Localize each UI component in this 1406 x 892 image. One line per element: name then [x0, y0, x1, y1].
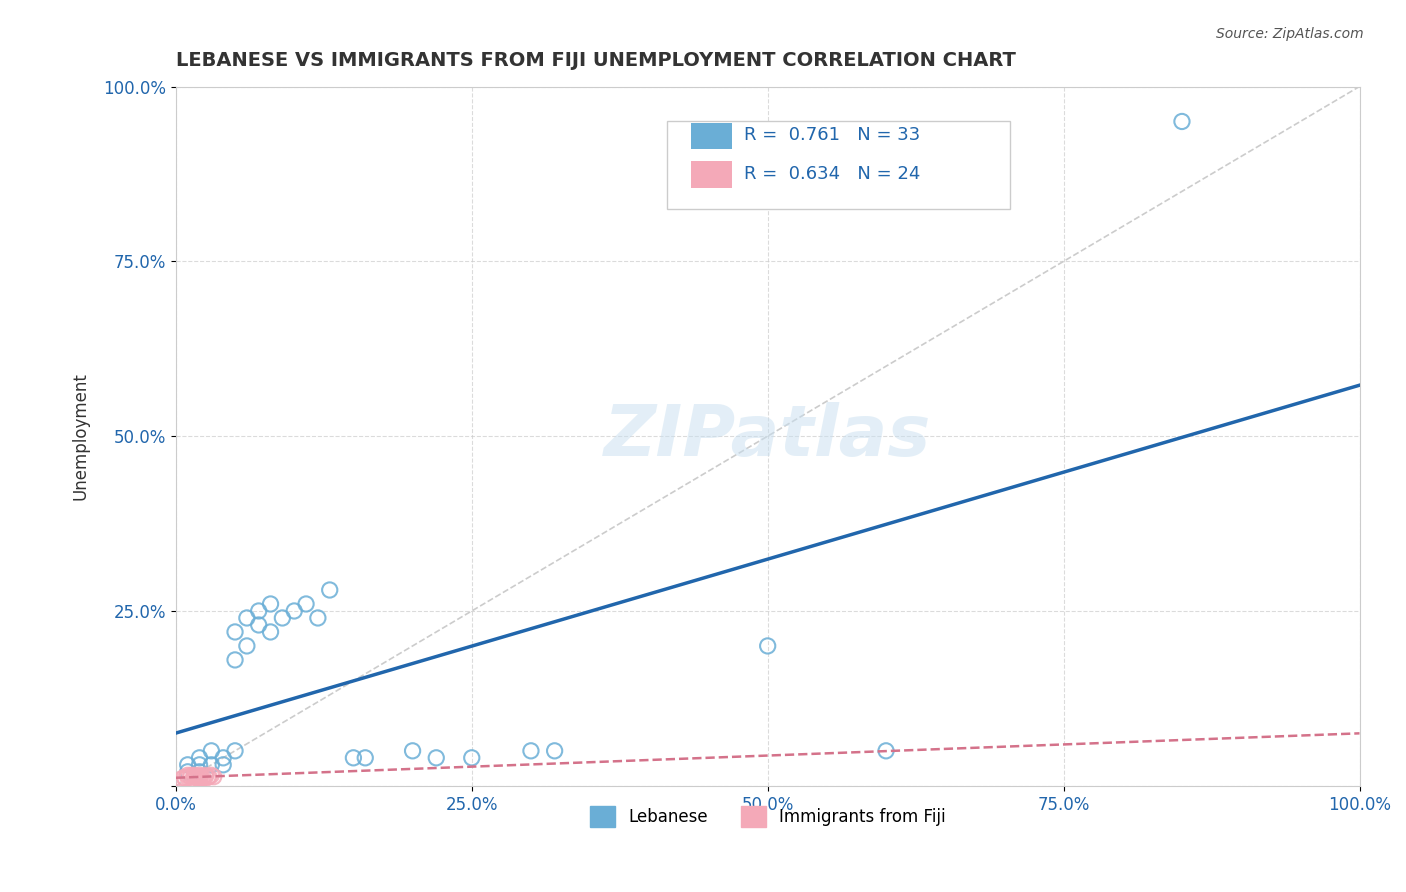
Immigrants from Fiji	[188, 771, 211, 785]
Immigrants from Fiji	[183, 770, 205, 784]
Lebanese	[200, 757, 222, 772]
Immigrants from Fiji	[190, 770, 212, 784]
Immigrants from Fiji	[174, 772, 197, 786]
Immigrants from Fiji	[198, 770, 221, 784]
Lebanese	[271, 611, 294, 625]
Lebanese	[354, 751, 377, 765]
Immigrants from Fiji	[184, 768, 207, 782]
Immigrants from Fiji	[188, 768, 211, 782]
Lebanese	[212, 751, 235, 765]
Lebanese	[188, 764, 211, 779]
Lebanese	[342, 751, 364, 765]
FancyBboxPatch shape	[690, 161, 733, 188]
Legend: Lebanese, Immigrants from Fiji: Lebanese, Immigrants from Fiji	[583, 800, 952, 833]
Lebanese	[875, 744, 897, 758]
Lebanese	[543, 744, 565, 758]
Lebanese	[212, 757, 235, 772]
Text: ZIPatlas: ZIPatlas	[605, 401, 931, 471]
Lebanese	[236, 639, 259, 653]
Text: LEBANESE VS IMMIGRANTS FROM FIJI UNEMPLOYMENT CORRELATION CHART: LEBANESE VS IMMIGRANTS FROM FIJI UNEMPLO…	[176, 51, 1015, 70]
Immigrants from Fiji	[202, 770, 225, 784]
Immigrants from Fiji	[173, 771, 195, 785]
Immigrants from Fiji	[194, 770, 217, 784]
Lebanese	[1171, 114, 1194, 128]
Lebanese	[247, 604, 270, 618]
Lebanese	[188, 757, 211, 772]
Lebanese	[224, 744, 246, 758]
Immigrants from Fiji	[191, 771, 214, 785]
Immigrants from Fiji	[176, 768, 198, 782]
Lebanese	[307, 611, 329, 625]
Lebanese	[295, 597, 318, 611]
Lebanese	[224, 624, 246, 639]
Lebanese	[188, 751, 211, 765]
Lebanese	[259, 597, 281, 611]
Lebanese	[756, 639, 779, 653]
Lebanese	[259, 624, 281, 639]
FancyBboxPatch shape	[666, 121, 1011, 209]
Immigrants from Fiji	[194, 768, 217, 782]
Immigrants from Fiji	[186, 770, 208, 784]
Immigrants from Fiji	[184, 771, 207, 785]
Immigrants from Fiji	[187, 772, 209, 786]
Immigrants from Fiji	[197, 771, 219, 785]
Lebanese	[319, 582, 342, 597]
Text: R =  0.634   N = 24: R = 0.634 N = 24	[744, 165, 921, 183]
Immigrants from Fiji	[170, 772, 193, 786]
Text: R =  0.761   N = 33: R = 0.761 N = 33	[744, 127, 921, 145]
Lebanese	[520, 744, 543, 758]
Y-axis label: Unemployment: Unemployment	[72, 372, 89, 500]
Immigrants from Fiji	[183, 772, 205, 786]
Lebanese	[224, 653, 246, 667]
Immigrants from Fiji	[179, 770, 201, 784]
Lebanese	[176, 757, 198, 772]
Immigrants from Fiji	[180, 768, 202, 782]
Text: Source: ZipAtlas.com: Source: ZipAtlas.com	[1216, 27, 1364, 41]
Lebanese	[401, 744, 423, 758]
Lebanese	[176, 764, 198, 779]
Lebanese	[200, 744, 222, 758]
FancyBboxPatch shape	[690, 123, 733, 150]
Immigrants from Fiji	[176, 771, 198, 785]
Immigrants from Fiji	[191, 772, 214, 786]
Lebanese	[283, 604, 305, 618]
Lebanese	[425, 751, 447, 765]
Lebanese	[247, 618, 270, 632]
Lebanese	[461, 751, 484, 765]
Immigrants from Fiji	[200, 768, 222, 782]
Lebanese	[236, 611, 259, 625]
